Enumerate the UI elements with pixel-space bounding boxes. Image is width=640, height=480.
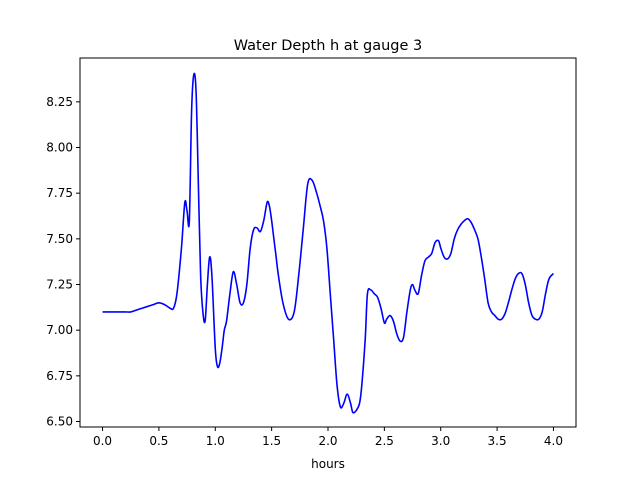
x-tick-label: 1.0 — [206, 434, 225, 448]
y-tick-label: 7.00 — [46, 323, 73, 337]
x-axis: 0.0 0.5 1.0 1.5 2.0 2.5 3.0 3.5 4.0 — [93, 427, 563, 448]
y-tick-label: 6.75 — [46, 369, 73, 383]
x-tick-label: 0.5 — [149, 434, 168, 448]
y-tick-label: 8.00 — [46, 141, 73, 155]
x-tick-label: 4.0 — [544, 434, 563, 448]
y-tick-label: 7.50 — [46, 232, 73, 246]
x-tick-label: 3.0 — [431, 434, 450, 448]
x-axis-label: hours — [311, 457, 345, 471]
x-tick-label: 1.5 — [262, 434, 281, 448]
y-tick-label: 6.50 — [46, 415, 73, 429]
plot-area — [79, 57, 577, 428]
y-axis: 6.50 6.75 7.00 7.25 7.50 7.75 8.00 8.25 — [46, 95, 80, 429]
series-line — [102, 72, 555, 414]
x-tick-label: 2.0 — [318, 434, 337, 448]
x-tick-label: 3.5 — [488, 434, 507, 448]
x-tick-label: 0.0 — [93, 434, 112, 448]
y-tick-label: 8.25 — [46, 95, 73, 109]
chart-title: Water Depth h at gauge 3 — [234, 38, 422, 54]
y-tick-label: 7.25 — [46, 278, 73, 292]
x-tick-label: 2.5 — [375, 434, 394, 448]
y-tick-label: 7.75 — [46, 186, 73, 200]
